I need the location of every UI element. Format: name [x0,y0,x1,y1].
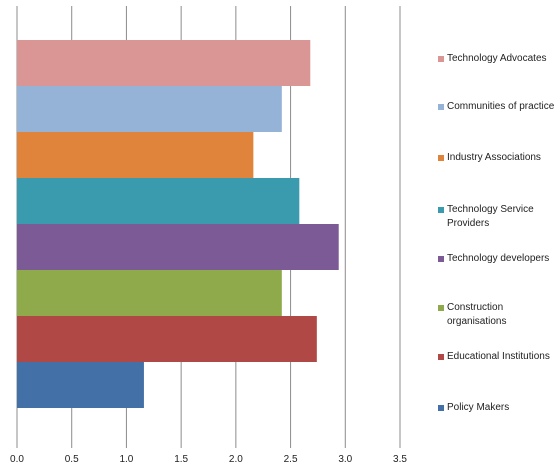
bar-educational-institutions [17,316,317,362]
bar-construction-organisations [17,270,282,316]
bar-technology-advocates [17,40,311,86]
bar-chart: 0.0 0.5 1.0 1.5 2.0 2.5 3.0 3.5 [10,6,407,465]
x-tick-label: 1.0 [119,454,133,465]
legend-label: Educational Institutions [447,351,550,362]
legend-item: Communities of practice [438,100,556,114]
x-tick-label: 2.5 [284,454,298,465]
x-axis-tick-labels: 0.0 0.5 1.0 1.5 2.0 2.5 3.0 3.5 [10,454,407,465]
x-tick-label: 0.0 [10,454,24,465]
legend-item: Technology Advocates [438,52,556,66]
legend-swatch [438,207,444,213]
legend-swatch [438,405,444,411]
legend-swatch [438,256,444,262]
legend-swatch [438,354,444,360]
legend-label: Technology developers [447,253,550,264]
legend-label: Construction organisations [447,302,507,327]
legend-item: Policy Makers [438,401,556,415]
x-tick-label: 3.0 [338,454,352,465]
legend-item: Educational Institutions [438,350,556,364]
bar-policy-makers [17,362,144,408]
legend-item: Technology developers [438,252,556,266]
x-tick-label: 2.0 [229,454,243,465]
bar-technology-developers [17,224,339,270]
legend-item: Industry Associations [438,151,556,165]
legend-label: Industry Associations [447,152,541,163]
bar-technology-service-providers [17,178,300,224]
legend-label: Technology Advocates [447,53,547,64]
bar-communities-of-practice [17,86,282,132]
x-tick-label: 1.5 [174,454,188,465]
legend-item: Construction organisations [438,301,556,329]
legend: Technology Advocates Communities of pract… [438,0,557,466]
x-tick-label: 0.5 [65,454,79,465]
legend-label: Technology Service Providers [447,204,534,229]
legend-swatch [438,155,444,161]
bar-industry-associations [17,132,254,178]
bars [17,40,339,408]
legend-label: Policy Makers [447,402,510,413]
legend-swatch [438,305,444,311]
legend-label: Communities of practice [447,101,555,112]
x-tick-label: 3.5 [393,454,407,465]
legend-swatch [438,56,444,62]
legend-swatch [438,104,444,110]
legend-item: Technology Service Providers [438,203,556,231]
